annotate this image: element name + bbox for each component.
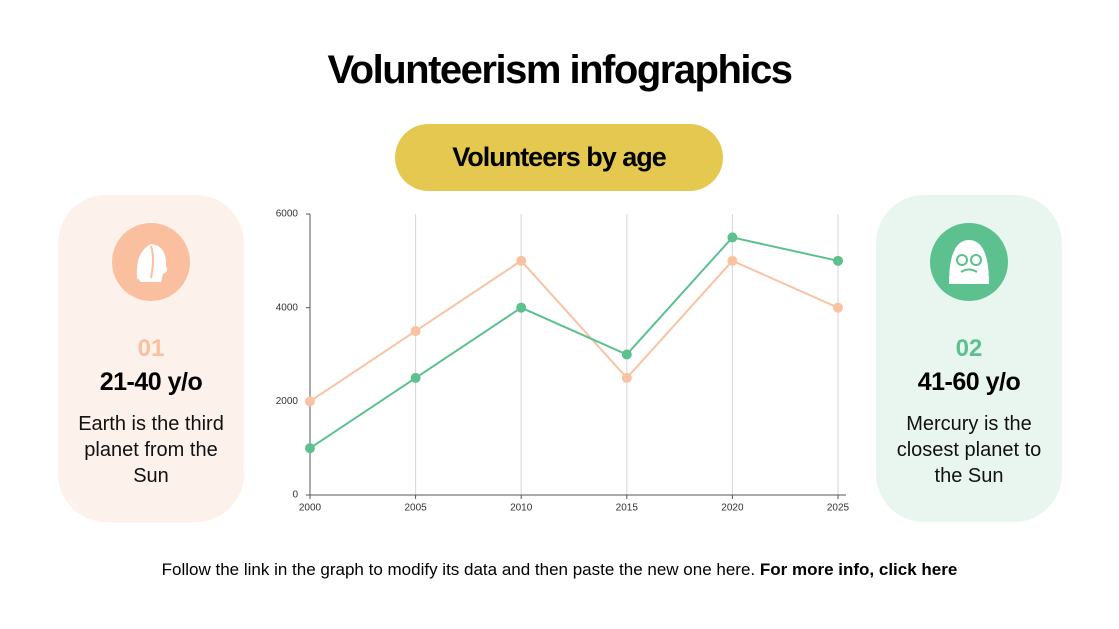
card-heading: 21-40 y/o — [99, 368, 203, 396]
series-line — [309, 259, 839, 403]
data-point — [410, 326, 421, 337]
card-text: Earth is the third planet from the Sun — [78, 413, 224, 487]
footer-link[interactable]: For more info, click here — [759, 560, 958, 579]
data-point — [305, 396, 315, 407]
data-point — [621, 349, 632, 360]
data-point — [833, 255, 843, 266]
x-tick-label: 2025 — [827, 503, 850, 514]
data-point — [410, 372, 421, 383]
x-tick-label: 2000 — [299, 503, 322, 514]
footer: Follow the link in the graph to modify i… — [0, 560, 1119, 580]
y-tick-label: 6000 — [276, 209, 299, 220]
card: 02 41-60 y/o Mercury is the closest plan… — [876, 195, 1062, 522]
y-tick-label: 4000 — [276, 302, 299, 313]
icon-woman — [112, 223, 190, 301]
card-text: Mercury is the closest planet to the Sun — [896, 413, 1042, 487]
x-tick-label: 2020 — [721, 503, 744, 514]
data-point — [305, 443, 315, 454]
footer-text: Follow the link in the graph to modify i… — [161, 560, 756, 579]
data-point — [727, 255, 738, 266]
y-tick-label: 2000 — [276, 396, 299, 407]
card-number: 02 — [955, 335, 983, 362]
data-point — [833, 302, 843, 313]
data-point — [621, 372, 632, 383]
subtitle-pill: Volunteers by age — [395, 124, 723, 191]
x-tick-label: 2015 — [616, 503, 639, 514]
data-point — [516, 255, 527, 266]
y-tick-label: 0 — [292, 490, 298, 501]
data-point — [516, 302, 527, 313]
title: Volunteerism infographics — [327, 48, 793, 92]
card-heading: 41-60 y/o — [917, 368, 1021, 396]
card-number: 01 — [137, 335, 165, 362]
data-point — [727, 232, 738, 243]
icon-man — [930, 223, 1008, 301]
x-tick-label: 2005 — [404, 503, 427, 514]
series-line — [309, 236, 839, 449]
card: 01 21-40 y/o Earth is the third planet f… — [58, 195, 244, 522]
subtitle: Volunteers by age — [452, 142, 667, 172]
x-tick-label: 2010 — [510, 503, 533, 514]
